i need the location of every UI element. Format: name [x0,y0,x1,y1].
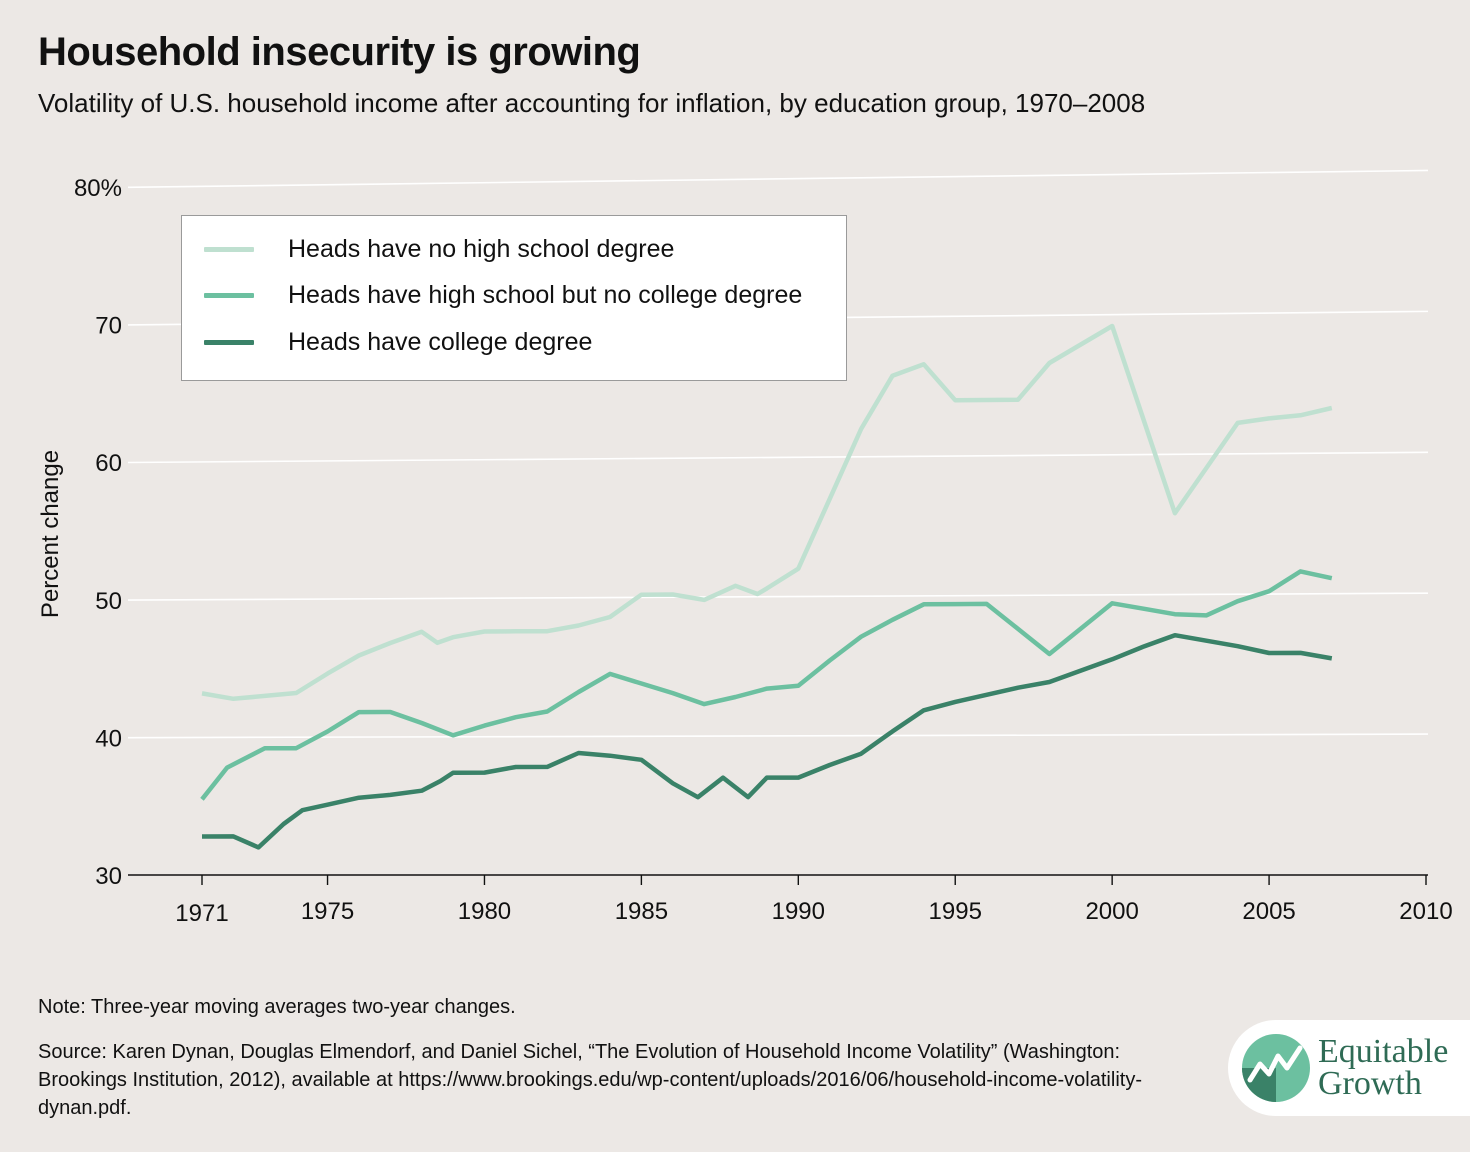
x-tick-label: 1995 [929,898,982,925]
y-tick-label: 80% [74,175,122,202]
x-tick-label: 2010 [1399,898,1452,925]
legend-item-no-high-school: Heads have no high school degree [204,234,674,264]
y-tick-label: 50 [95,588,122,615]
x-tick-label: 1975 [301,898,354,925]
x-tick-label: 2000 [1085,898,1138,925]
legend-swatch-high-school [204,292,254,298]
y-tick-label: 60 [95,450,122,477]
x-tick-label: 1990 [772,898,825,925]
x-tick-label: 1980 [458,898,511,925]
legend-swatch-no-high-school [204,246,254,252]
chart-title: Household insecurity is growing [38,30,641,74]
legend-label: Heads have college degree [288,327,593,356]
legend-label: Heads have no high school degree [288,234,675,263]
legend-item-high-school: Heads have high school but no college de… [204,280,802,310]
line-chart: 30 40 50 60 70 80% 1971 1975 1980 1985 1990 1995 20… [37,169,1453,927]
x-tick-label: 1971 [175,900,228,927]
y-tick-label: 30 [95,863,122,890]
logo-line-1: Equitable [1318,1033,1449,1070]
chart-line-logo-icon [1242,1034,1310,1102]
gridline [127,169,1429,189]
chart-subtitle: Volatility of U.S. household income afte… [38,88,1146,118]
gridline [127,451,1429,464]
legend-item-college: Heads have college degree [204,327,592,357]
y-axis-label: Percent change [37,450,64,618]
logo-line-2: Growth [1318,1065,1422,1102]
series-line-2 [200,569,1333,801]
legend-swatch-college [204,339,254,345]
x-axis: 1971 1975 1980 1985 1990 1995 2000 2005 2010 [128,874,1453,927]
gridline [127,592,1429,601]
chart-note: Note: Three-year moving averages two-yea… [38,996,516,1018]
legend: Heads have no high school degree Heads h… [181,215,847,381]
y-tick-label: 70 [95,313,122,340]
y-axis-ticks: 30 40 50 60 70 80% [74,175,122,890]
gridline [127,733,1429,739]
chart-source: Source: Karen Dynan, Douglas Elmendorf, … [38,1041,1142,1119]
x-tick-label: 2005 [1242,898,1295,925]
series-line-1 [201,323,1333,702]
x-tick-label: 1985 [615,898,668,925]
legend-label: Heads have high school but no college de… [288,280,803,309]
equitable-growth-logo: Equitable Growth [1228,1020,1470,1116]
series-line-3 [201,632,1333,850]
series-lines [200,323,1333,850]
logo-text: Equitable Growth [1318,1033,1449,1102]
y-tick-label: 40 [95,725,122,752]
